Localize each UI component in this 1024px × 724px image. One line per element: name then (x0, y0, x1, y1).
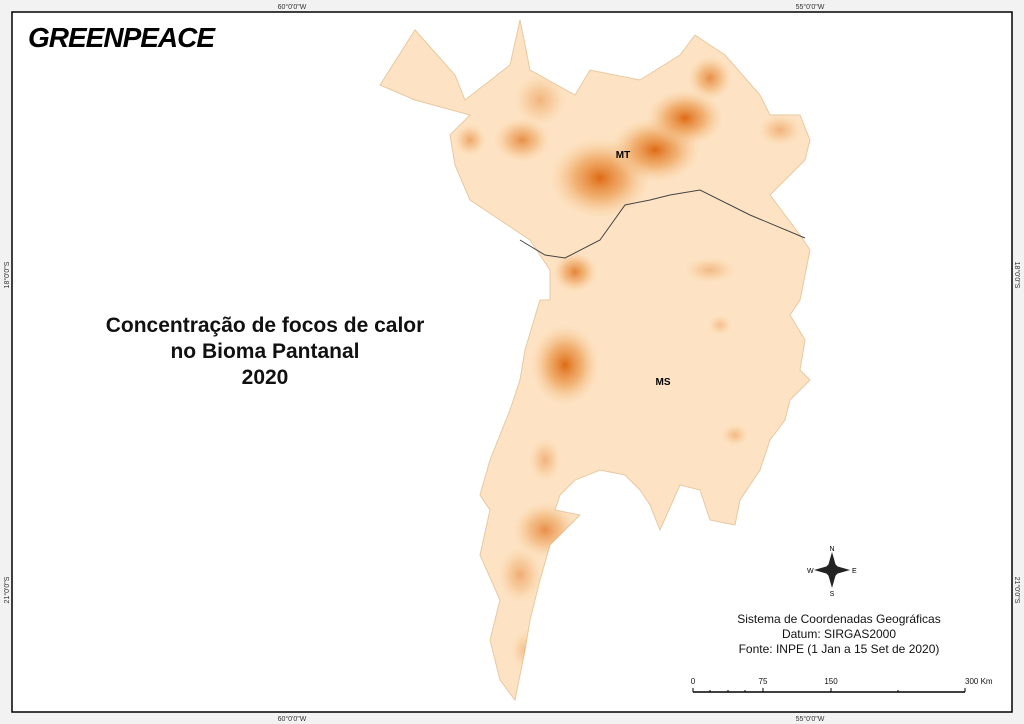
title-line: Concentração de focos de calor (106, 314, 425, 337)
state-border (519, 189, 806, 259)
title-line: no Bioma Pantanal (170, 340, 359, 363)
heat-concentration (454, 56, 802, 670)
logo: GREENPEACE (28, 22, 216, 53)
grid-label: 18°0'0"S (3, 261, 11, 288)
compass-letter: W (807, 568, 814, 575)
compass-rose: N S E W (807, 546, 857, 598)
grid-label: 55°0'0"W (796, 715, 825, 723)
grid-label: 21°0'0"S (1013, 577, 1021, 604)
scale-label: 300 Km (965, 677, 993, 686)
info-line: Datum: SIRGAS2000 (782, 627, 896, 641)
grid-label: 18°0'0"S (1013, 262, 1021, 289)
region-label: MS (656, 377, 671, 388)
scale-label: 75 (759, 677, 768, 686)
grid-label: 60°0'0"W (278, 3, 307, 11)
scale-bar: 0 75 150 300 Km (691, 677, 993, 693)
compass-letter: E (852, 568, 857, 575)
title-line: 2020 (242, 366, 289, 389)
compass-letter: S (830, 591, 835, 598)
grid-label: 60°0'0"W (278, 715, 307, 723)
pantanal-biome (379, 19, 811, 701)
region-label: MT (616, 150, 630, 161)
compass-letter: N (829, 546, 834, 553)
grid-label: 55°0'0"W (796, 3, 825, 11)
info-line: Fonte: INPE (1 Jan a 15 Set de 2020) (739, 642, 940, 656)
scale-label: 0 (691, 677, 696, 686)
grid-label: 21°0'0"S (3, 576, 11, 603)
scale-label: 150 (824, 677, 838, 686)
info-line: Sistema de Coordenadas Geográficas (737, 612, 940, 626)
